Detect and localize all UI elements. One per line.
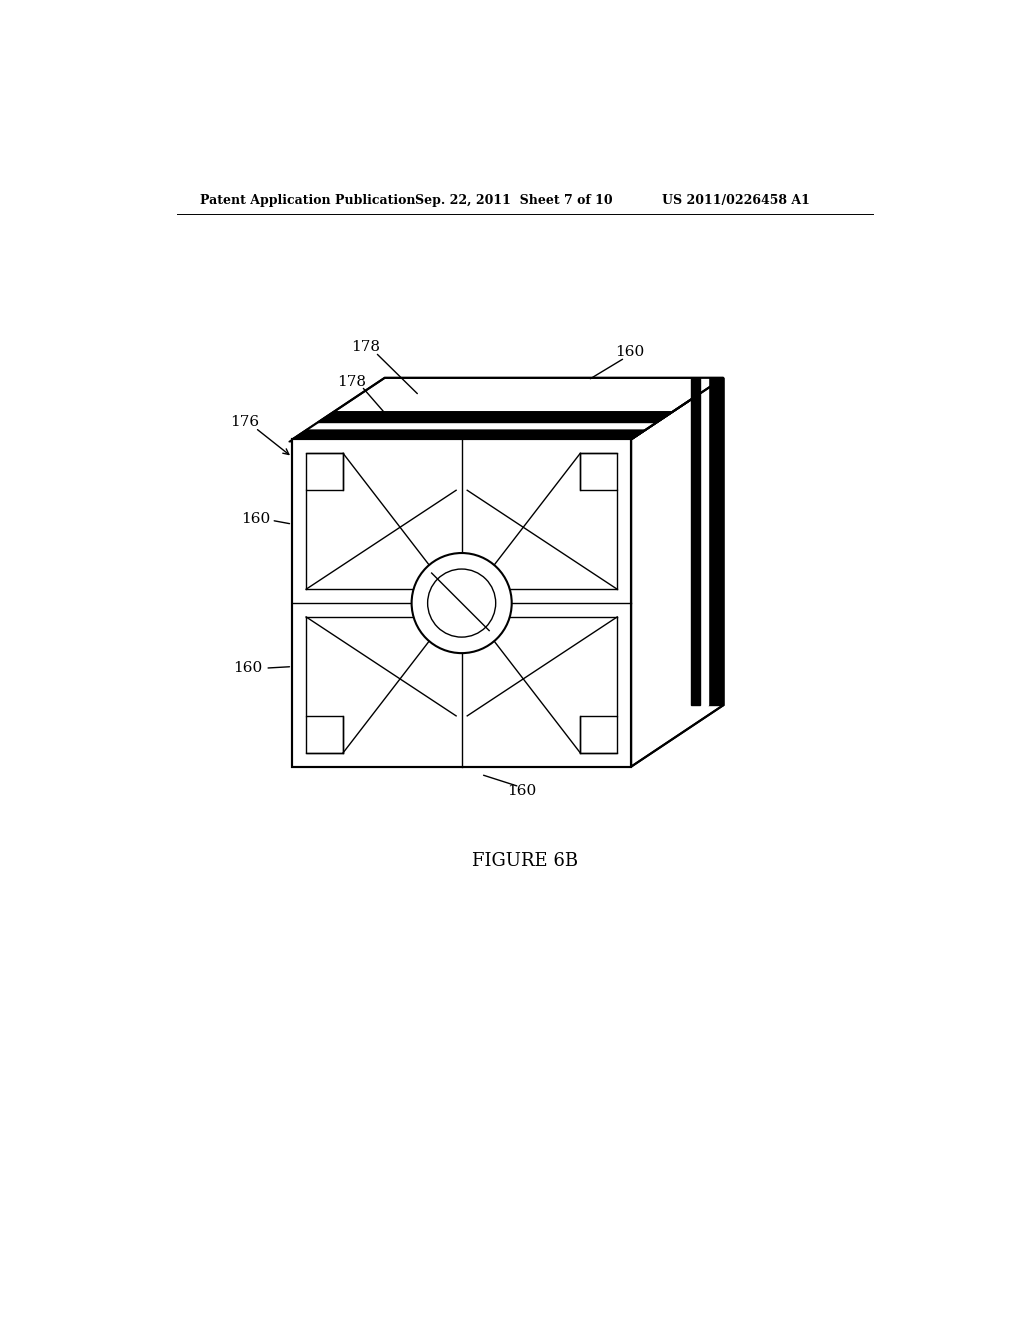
Text: 160: 160: [507, 784, 537, 799]
Text: 160: 160: [614, 346, 644, 359]
Polygon shape: [308, 422, 656, 429]
Bar: [292, 440, 631, 767]
Text: Patent Application Publication: Patent Application Publication: [200, 194, 416, 207]
Text: 178: 178: [337, 375, 366, 388]
Circle shape: [412, 553, 512, 653]
Bar: [306, 453, 343, 490]
Polygon shape: [691, 378, 700, 705]
Bar: [581, 453, 617, 490]
Bar: [292, 440, 631, 767]
Polygon shape: [317, 412, 673, 422]
Bar: [306, 715, 343, 752]
Circle shape: [428, 569, 496, 638]
Bar: [581, 715, 617, 752]
Text: 176: 176: [230, 414, 259, 429]
Polygon shape: [700, 378, 708, 705]
Polygon shape: [631, 378, 724, 767]
Text: 160: 160: [242, 512, 270, 525]
Text: FIGURE 6B: FIGURE 6B: [472, 851, 578, 870]
Text: US 2011/0226458 A1: US 2011/0226458 A1: [662, 194, 810, 207]
Polygon shape: [708, 378, 724, 705]
Text: 160: 160: [233, 661, 262, 675]
Polygon shape: [289, 429, 647, 442]
Text: Sep. 22, 2011  Sheet 7 of 10: Sep. 22, 2011 Sheet 7 of 10: [416, 194, 613, 207]
Polygon shape: [292, 378, 724, 440]
Text: 178: 178: [351, 341, 380, 354]
